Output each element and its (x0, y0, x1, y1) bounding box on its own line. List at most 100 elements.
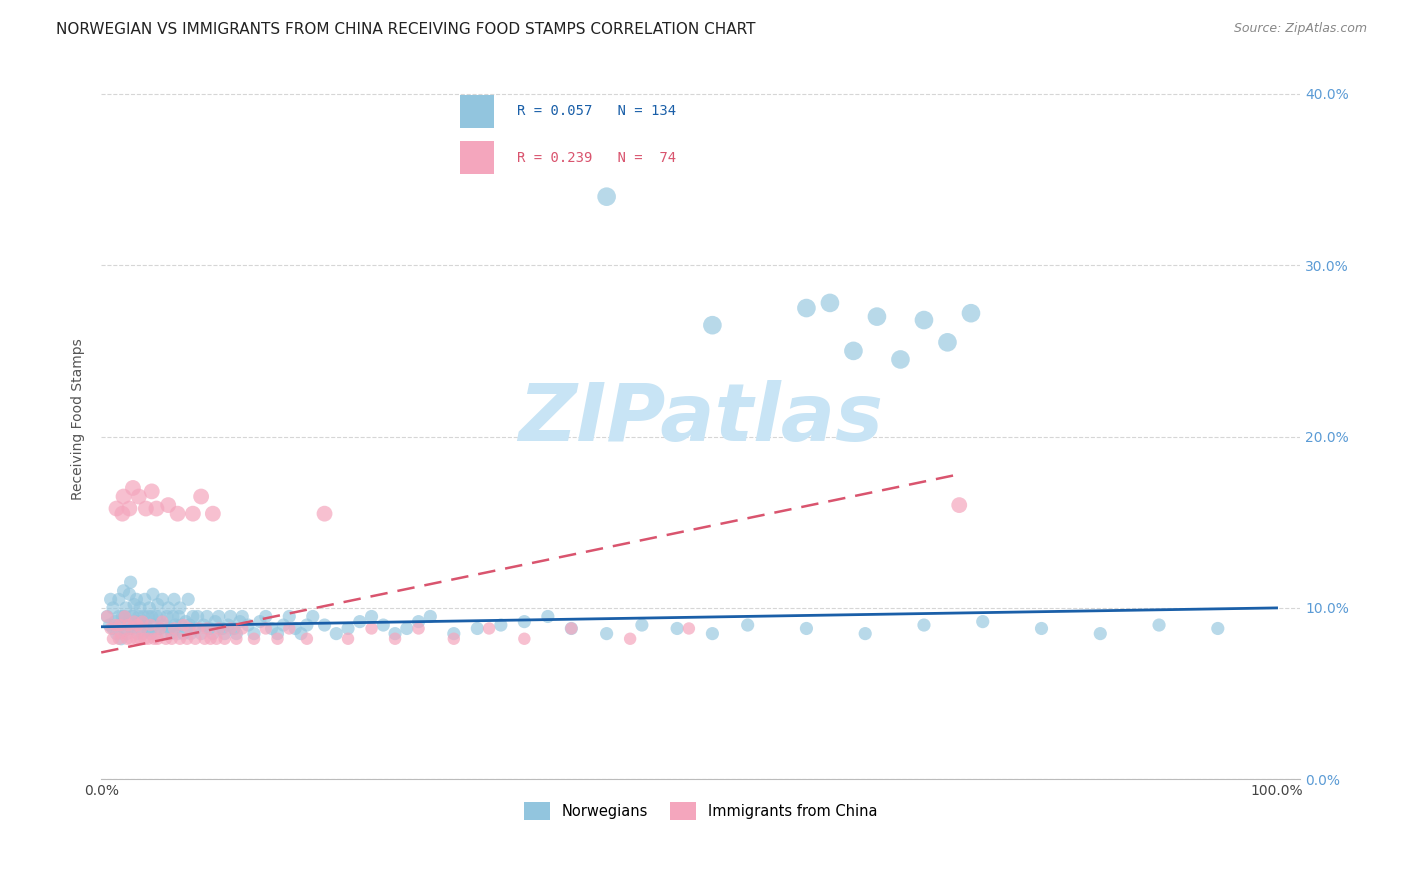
Point (195, 622, 218, 636)
Point (889, 352, 911, 367)
Point (96, 609, 118, 624)
Point (165, 618, 187, 632)
Point (290, 626, 312, 640)
Point (408, 615, 430, 629)
Point (104, 615, 127, 629)
Point (121, 622, 143, 636)
Point (120, 575, 142, 590)
Point (260, 622, 283, 636)
Point (737, 618, 759, 632)
Point (325, 626, 347, 640)
Point (619, 632, 641, 646)
Point (337, 622, 360, 636)
Point (127, 618, 149, 632)
Point (108, 618, 131, 632)
Point (360, 609, 382, 624)
Point (631, 618, 654, 632)
Point (395, 622, 418, 636)
Point (146, 598, 169, 612)
Point (104, 618, 127, 632)
Point (139, 626, 162, 640)
Point (157, 498, 180, 512)
Point (129, 622, 152, 636)
Point (243, 632, 266, 646)
Point (127, 626, 149, 640)
Point (136, 623, 159, 637)
Point (190, 626, 212, 640)
Point (131, 626, 153, 640)
Point (278, 609, 301, 624)
Point (254, 609, 277, 624)
Point (936, 335, 959, 350)
Point (204, 615, 226, 629)
Point (108, 592, 131, 607)
Point (173, 626, 195, 640)
Point (166, 626, 188, 640)
Point (337, 632, 360, 646)
Point (138, 601, 160, 615)
Point (142, 587, 165, 601)
Point (112, 583, 135, 598)
Point (149, 622, 172, 636)
Text: NORWEGIAN VS IMMIGRANTS FROM CHINA RECEIVING FOOD STAMPS CORRELATION CHART: NORWEGIAN VS IMMIGRANTS FROM CHINA RECEI… (56, 22, 756, 37)
Point (201, 507, 224, 521)
Text: R = 0.239   N =  74: R = 0.239 N = 74 (517, 151, 676, 164)
Point (208, 609, 231, 624)
Point (284, 622, 307, 636)
Point (513, 632, 536, 646)
Y-axis label: Receiving Food Stamps: Receiving Food Stamps (72, 339, 86, 500)
Point (101, 601, 124, 615)
Point (796, 301, 818, 315)
Point (225, 626, 247, 640)
Point (122, 609, 145, 624)
Point (225, 632, 247, 646)
Point (195, 609, 218, 624)
Point (136, 609, 159, 624)
Point (301, 609, 323, 624)
Point (157, 622, 180, 636)
Point (443, 632, 465, 646)
Point (243, 626, 266, 640)
Point (465, 622, 488, 636)
Point (134, 632, 156, 646)
Point (114, 623, 136, 637)
Point (201, 626, 224, 640)
Point (166, 507, 188, 521)
Point (100, 592, 122, 607)
Point (214, 632, 236, 646)
Point (314, 507, 336, 521)
Point (139, 618, 162, 632)
Point (96, 609, 118, 624)
Point (101, 622, 124, 636)
Point (129, 601, 152, 615)
Point (162, 609, 184, 624)
Point (156, 609, 179, 624)
Point (101, 632, 124, 646)
Point (560, 622, 582, 636)
Point (1206, 622, 1229, 636)
Point (141, 484, 163, 499)
Point (120, 632, 142, 646)
Point (163, 592, 186, 607)
Point (145, 501, 167, 516)
Point (160, 632, 183, 646)
Point (110, 626, 132, 640)
Point (135, 501, 157, 516)
Point (174, 615, 197, 629)
Point (249, 615, 271, 629)
Point (141, 609, 163, 624)
Point (125, 618, 148, 632)
Point (121, 622, 143, 636)
Point (105, 501, 128, 516)
Point (443, 626, 465, 640)
Text: Source: ZipAtlas.com: Source: ZipAtlas.com (1233, 22, 1367, 36)
Point (560, 622, 582, 636)
Point (167, 609, 190, 624)
Point (796, 622, 818, 636)
Point (537, 609, 560, 624)
Point (111, 507, 134, 521)
Point (818, 296, 841, 310)
Point (129, 632, 152, 646)
Point (222, 622, 245, 636)
Point (128, 490, 150, 504)
